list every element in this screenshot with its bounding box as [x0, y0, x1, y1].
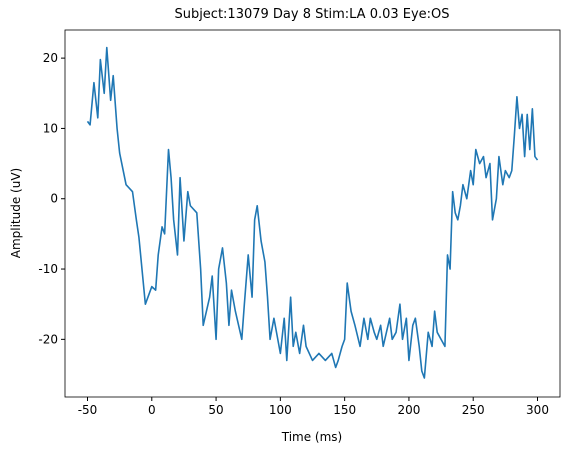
chart-title: Subject:13079 Day 8 Stim:LA 0.03 Eye:OS	[174, 7, 449, 22]
y-axis-label: Amplitude (uV)	[9, 168, 23, 259]
y-tick-label: -20	[38, 332, 58, 346]
data-line	[86, 46, 539, 379]
y-tick-label: 10	[43, 121, 58, 135]
x-tick-label: 100	[269, 403, 292, 417]
y-tick-label: 0	[50, 192, 58, 206]
x-tick-label: 150	[333, 403, 356, 417]
x-tick-label: 200	[397, 403, 420, 417]
x-tick-label: -50	[78, 403, 98, 417]
x-tick-label: 250	[462, 403, 485, 417]
x-tick-label: 0	[148, 403, 156, 417]
x-tick-label: 300	[526, 403, 549, 417]
y-tick-label: -10	[38, 262, 58, 276]
x-tick-label: 50	[208, 403, 223, 417]
x-axis-label: Time (ms)	[281, 430, 343, 444]
plot-frame	[64, 29, 561, 398]
y-tick-label: 20	[43, 51, 58, 65]
